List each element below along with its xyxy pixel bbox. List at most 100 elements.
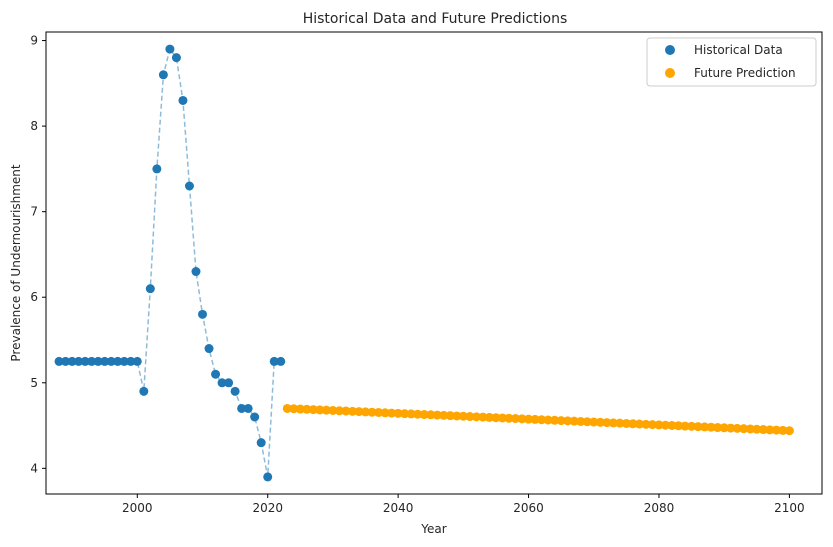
future-prediction-point <box>589 417 599 427</box>
future-prediction-point <box>647 420 657 430</box>
future-prediction-point <box>700 422 710 432</box>
future-prediction-point <box>667 420 677 430</box>
future-prediction-point <box>315 405 325 415</box>
historical-data-point <box>217 378 227 388</box>
future-prediction-point <box>576 416 586 426</box>
future-prediction-point <box>387 408 397 418</box>
future-prediction-point <box>556 416 566 426</box>
historical-data-point <box>67 356 77 366</box>
future-prediction-point <box>641 419 651 429</box>
plot-frame <box>45 31 823 495</box>
y-tick-label: 4 <box>30 461 38 475</box>
future-prediction-point <box>308 405 318 415</box>
future-prediction-point <box>530 414 540 424</box>
historical-data-point <box>113 356 123 366</box>
legend: Historical Data Future Prediction <box>646 37 817 87</box>
historical-data-point <box>100 356 110 366</box>
future-prediction-point <box>439 410 449 420</box>
y-tick-label: 7 <box>30 205 38 219</box>
future-prediction-point <box>693 422 703 432</box>
future-prediction-point <box>406 409 416 419</box>
x-tick-label: 2060 <box>513 501 544 515</box>
legend-marker-future-prediction <box>665 68 675 78</box>
historical-data-point <box>132 356 142 366</box>
historical-data-point <box>145 284 155 294</box>
x-tick-label: 2100 <box>774 501 805 515</box>
y-axis-title: Prevalence of Undernourishment <box>9 164 23 361</box>
historical-data-point <box>224 378 234 388</box>
legend-marker-historical-data <box>665 45 675 55</box>
future-prediction-point <box>400 409 410 419</box>
future-prediction-point <box>687 421 697 431</box>
legend-label-future-prediction: Future Prediction <box>694 66 796 80</box>
historical-data-point <box>87 356 97 366</box>
future-prediction-point <box>765 425 775 435</box>
historical-data-point <box>126 356 136 366</box>
future-prediction-point <box>497 413 507 423</box>
historical-data-point <box>191 267 201 277</box>
future-prediction-point <box>295 404 305 414</box>
future-prediction-point <box>674 421 684 431</box>
historical-data-point <box>61 356 71 366</box>
future-prediction-point <box>361 407 371 417</box>
future-prediction-point <box>347 406 357 416</box>
historical-data-point <box>74 356 84 366</box>
historical-data-point <box>204 344 214 354</box>
future-prediction-point <box>719 423 729 433</box>
y-tick-label: 9 <box>30 34 38 48</box>
historical-data-point <box>80 356 90 366</box>
future-prediction-point <box>745 424 755 434</box>
future-prediction-point <box>419 410 429 420</box>
historical-data-point <box>256 438 266 448</box>
future-prediction-point <box>732 423 742 433</box>
historical-data-point <box>263 472 273 482</box>
future-prediction-point <box>289 404 299 414</box>
future-prediction-point <box>504 413 514 423</box>
historical-data-point <box>276 356 286 366</box>
future-prediction-point <box>334 406 344 416</box>
future-prediction-point <box>621 418 631 428</box>
future-prediction-point <box>380 408 390 418</box>
historical-data-point <box>184 181 194 191</box>
x-tick-label: 2080 <box>644 501 675 515</box>
future-prediction-point <box>524 414 534 424</box>
historical-data-point <box>243 403 253 413</box>
future-prediction-point <box>341 406 351 416</box>
historical-data-point <box>198 309 208 319</box>
future-prediction-point <box>739 424 749 434</box>
future-prediction-point <box>615 418 625 428</box>
future-prediction-point <box>634 419 644 429</box>
future-prediction-point <box>426 410 436 420</box>
future-prediction-point <box>595 417 605 427</box>
historical-data-point <box>178 95 188 105</box>
future-prediction-point <box>550 415 560 425</box>
future-prediction-point <box>321 405 331 415</box>
future-prediction-point <box>465 412 475 422</box>
historical-data-point <box>106 356 116 366</box>
future-prediction-point <box>537 415 547 425</box>
historical-data-point <box>250 412 260 422</box>
historical-data-point <box>171 53 181 63</box>
future-prediction-point <box>563 416 573 426</box>
future-prediction-point <box>660 420 670 430</box>
future-prediction-point <box>628 419 638 429</box>
historical-data-point <box>211 369 221 379</box>
future-prediction-point <box>302 404 312 414</box>
future-prediction-point <box>471 412 481 422</box>
future-prediction-point <box>452 411 462 421</box>
future-prediction-point <box>491 413 501 423</box>
future-prediction-point <box>752 424 762 434</box>
y-axis: 4 5 6 7 8 9 <box>30 34 46 475</box>
plot-marks <box>54 44 794 482</box>
y-tick-label: 5 <box>30 376 38 390</box>
future-prediction-point <box>374 407 384 417</box>
x-axis: 2000 2020 2040 2060 2080 2100 <box>122 494 805 515</box>
historical-data-point <box>152 164 162 174</box>
future-prediction-point <box>282 403 292 413</box>
future-prediction-point <box>478 412 488 422</box>
historical-data-point <box>237 403 247 413</box>
future-prediction-point <box>511 414 521 424</box>
future-prediction-point <box>784 426 794 436</box>
